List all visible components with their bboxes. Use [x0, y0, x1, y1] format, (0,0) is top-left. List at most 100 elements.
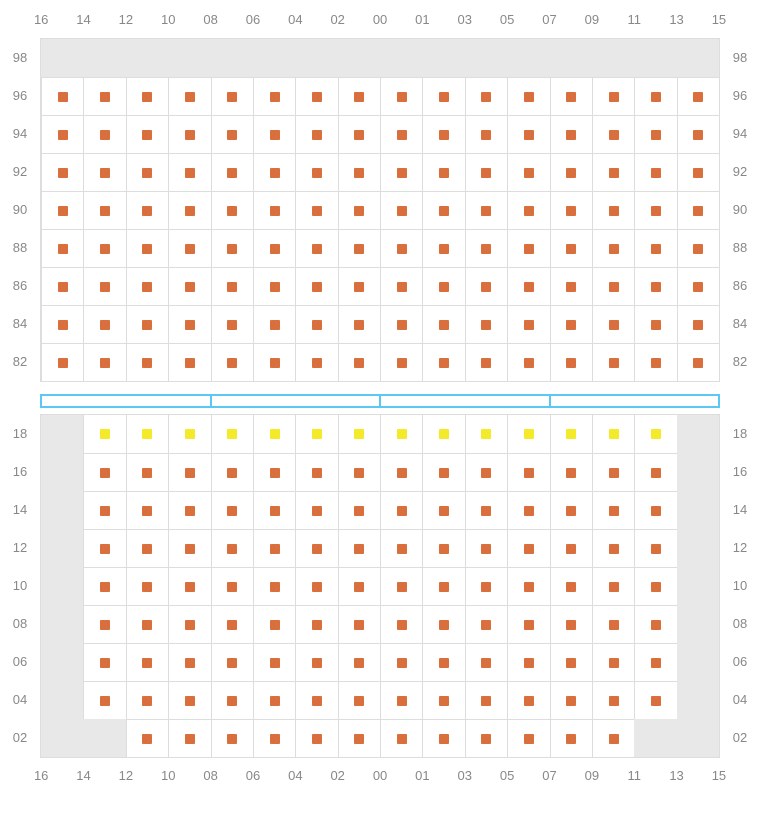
seat-cell[interactable] [126, 153, 168, 191]
seat-orange[interactable] [270, 244, 280, 254]
seat-orange[interactable] [609, 582, 619, 592]
seat-cell[interactable] [634, 643, 676, 681]
seat-yellow[interactable] [566, 429, 576, 439]
seat-cell[interactable] [677, 229, 719, 267]
seat-orange[interactable] [524, 506, 534, 516]
seat-orange[interactable] [524, 92, 534, 102]
seat-cell[interactable] [380, 267, 422, 305]
seat-cell[interactable] [465, 77, 507, 115]
seat-orange[interactable] [270, 282, 280, 292]
seat-orange[interactable] [227, 582, 237, 592]
seat-cell[interactable] [83, 643, 125, 681]
seat-cell[interactable] [634, 229, 676, 267]
seat-orange[interactable] [481, 206, 491, 216]
seat-cell[interactable] [634, 153, 676, 191]
seat-cell[interactable] [507, 681, 549, 719]
seat-orange[interactable] [227, 168, 237, 178]
seat-cell[interactable] [677, 115, 719, 153]
seat-cell[interactable] [295, 153, 337, 191]
seat-cell[interactable] [507, 605, 549, 643]
seat-cell[interactable] [253, 191, 295, 229]
seat-cell[interactable] [380, 605, 422, 643]
seat-orange[interactable] [58, 358, 68, 368]
seat-cell[interactable] [41, 343, 83, 381]
seat-cell[interactable] [83, 567, 125, 605]
seat-cell[interactable] [83, 415, 125, 453]
seat-orange[interactable] [481, 734, 491, 744]
seat-orange[interactable] [100, 282, 110, 292]
seat-cell[interactable] [168, 343, 210, 381]
seat-cell[interactable] [253, 343, 295, 381]
seat-orange[interactable] [312, 168, 322, 178]
seat-orange[interactable] [481, 468, 491, 478]
seat-orange[interactable] [439, 506, 449, 516]
seat-orange[interactable] [566, 244, 576, 254]
seat-orange[interactable] [270, 734, 280, 744]
seat-cell[interactable] [550, 267, 592, 305]
seat-cell[interactable] [592, 605, 634, 643]
seat-yellow[interactable] [142, 429, 152, 439]
seat-cell[interactable] [338, 719, 380, 757]
seat-orange[interactable] [100, 320, 110, 330]
seat-orange[interactable] [397, 734, 407, 744]
seat-cell[interactable] [422, 567, 464, 605]
seat-cell[interactable] [211, 191, 253, 229]
seat-cell[interactable] [465, 267, 507, 305]
seat-cell[interactable] [465, 605, 507, 643]
seat-cell[interactable] [465, 567, 507, 605]
seat-orange[interactable] [481, 658, 491, 668]
seat-orange[interactable] [439, 658, 449, 668]
seat-cell[interactable] [592, 491, 634, 529]
seat-cell[interactable] [422, 681, 464, 719]
seat-cell[interactable] [295, 305, 337, 343]
seat-cell[interactable] [550, 605, 592, 643]
seat-cell[interactable] [41, 191, 83, 229]
seat-cell[interactable] [83, 115, 125, 153]
seat-orange[interactable] [312, 544, 322, 554]
seat-cell[interactable] [126, 491, 168, 529]
seat-cell[interactable] [211, 115, 253, 153]
seat-yellow[interactable] [651, 429, 661, 439]
seat-orange[interactable] [354, 506, 364, 516]
seat-cell[interactable] [338, 153, 380, 191]
seat-cell[interactable] [126, 115, 168, 153]
seat-orange[interactable] [312, 282, 322, 292]
seat-orange[interactable] [185, 696, 195, 706]
seat-cell[interactable] [295, 491, 337, 529]
seat-orange[interactable] [227, 244, 237, 254]
seat-orange[interactable] [100, 92, 110, 102]
seat-yellow[interactable] [312, 429, 322, 439]
seat-orange[interactable] [185, 544, 195, 554]
seat-cell[interactable] [83, 343, 125, 381]
seat-orange[interactable] [481, 358, 491, 368]
seat-orange[interactable] [609, 468, 619, 478]
seat-cell[interactable] [338, 77, 380, 115]
seat-orange[interactable] [312, 734, 322, 744]
seat-orange[interactable] [651, 244, 661, 254]
seat-cell[interactable] [550, 681, 592, 719]
seat-cell[interactable] [465, 719, 507, 757]
seat-orange[interactable] [439, 244, 449, 254]
seat-cell[interactable] [295, 77, 337, 115]
seat-cell[interactable] [592, 681, 634, 719]
seat-orange[interactable] [609, 658, 619, 668]
seat-orange[interactable] [185, 168, 195, 178]
seat-cell[interactable] [422, 267, 464, 305]
seat-cell[interactable] [422, 343, 464, 381]
seat-cell[interactable] [380, 491, 422, 529]
seat-cell[interactable] [295, 529, 337, 567]
seat-yellow[interactable] [100, 429, 110, 439]
seat-orange[interactable] [142, 206, 152, 216]
seat-cell[interactable] [465, 115, 507, 153]
seat-cell[interactable] [507, 415, 549, 453]
seat-cell[interactable] [550, 567, 592, 605]
seat-orange[interactable] [227, 544, 237, 554]
seat-cell[interactable] [83, 305, 125, 343]
seat-cell[interactable] [592, 153, 634, 191]
seat-cell[interactable] [83, 605, 125, 643]
seat-cell[interactable] [126, 529, 168, 567]
seat-cell[interactable] [422, 453, 464, 491]
seat-cell[interactable] [634, 491, 676, 529]
seat-orange[interactable] [312, 620, 322, 630]
seat-orange[interactable] [566, 468, 576, 478]
